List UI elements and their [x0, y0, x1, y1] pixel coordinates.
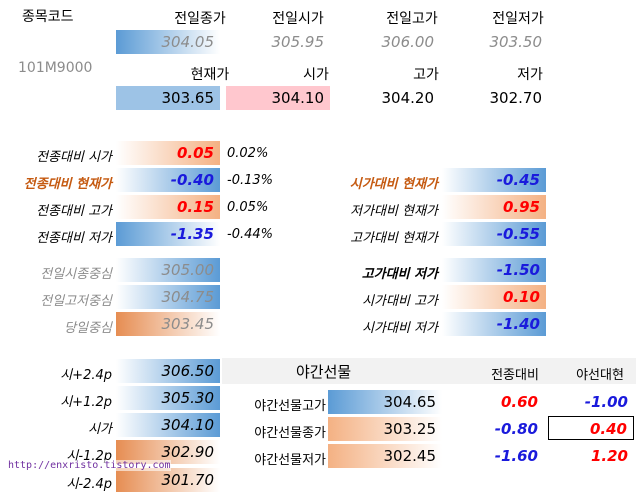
night-diff-low: -1.60	[494, 447, 538, 465]
header-current: 현재가	[190, 67, 230, 83]
cmp-label-open: 전종대비 시가	[36, 150, 112, 165]
center-label-1: 전일고저중심	[40, 294, 112, 309]
code-value: 101M9000	[18, 60, 93, 76]
cmp-value-current: -0.40	[116, 168, 220, 192]
level-label-2: 시가	[88, 422, 112, 437]
level-value-2: 304.10	[116, 413, 220, 437]
night-col-diff: 전종대비	[491, 368, 539, 383]
night-col-diff2: 야선대현	[576, 368, 624, 383]
center-value-1: 304.75	[116, 285, 220, 309]
cmp-right-label-0: 시가대비 현재가	[349, 177, 438, 192]
center-value-0: 305.00	[116, 258, 220, 282]
night-label-high: 야간선물고가	[254, 399, 326, 414]
level-label-0: 시+2.4p	[60, 368, 112, 383]
night-diff2-low: 1.20	[590, 447, 628, 465]
open-value: 304.10	[226, 86, 330, 110]
night-value-close: 303.25	[328, 417, 442, 441]
header-low: 저가	[517, 67, 543, 83]
cmp-right-label-2: 고가대비 현재가	[350, 231, 438, 246]
night-diff-close: -0.80	[494, 420, 538, 438]
cmp-right-value-3: -1.50	[442, 258, 546, 282]
cmp-pct-low: -0.44%	[227, 227, 273, 242]
cmp-label-high: 전종대비 고가	[36, 204, 112, 219]
cmp-right-label-4: 시가대비 고가	[362, 294, 438, 309]
cmp-right-label-1: 저가대비 현재가	[350, 204, 438, 219]
level-value-1: 305.30	[116, 386, 220, 410]
header-open: 시가	[303, 67, 329, 83]
cmp-right-label-5: 시가대비 저가	[362, 321, 438, 336]
cmp-right-value-0: -0.45	[442, 168, 546, 192]
header-prev-low: 전일저가	[492, 11, 544, 27]
prev-low-value: 303.50	[489, 33, 543, 51]
night-label-low: 야간선물저가	[254, 453, 326, 468]
watermark: http://enxristo.tistory.com	[8, 460, 171, 471]
prev-close-value: 304.05	[116, 30, 220, 54]
night-diff-high: 0.60	[500, 393, 538, 411]
level-value-0: 306.50	[116, 359, 220, 383]
prev-high-value: 306.00	[381, 33, 435, 51]
cmp-pct-open: 0.02%	[227, 146, 269, 161]
level-label-1: 시+1.2p	[60, 395, 112, 410]
high-value: 304.20	[381, 89, 435, 107]
level-label-4: 시-2.4p	[66, 477, 112, 492]
center-label-2: 당일중심	[64, 321, 112, 336]
cmp-right-label-3: 고가대비 저가	[361, 267, 438, 282]
night-title: 야간선물	[296, 363, 352, 381]
cmp-right-value-2: -0.55	[442, 222, 546, 246]
cmp-label-current: 전종대비 현재가	[23, 177, 112, 192]
center-label-0: 전일시종중심	[40, 267, 112, 282]
cmp-value-open: 0.05	[116, 141, 220, 165]
cmp-right-value-4: 0.10	[442, 285, 546, 309]
low-value: 302.70	[489, 89, 543, 107]
night-diff2-high: -1.00	[584, 393, 628, 411]
cmp-value-high: 0.15	[116, 195, 220, 219]
cmp-right-value-5: -1.40	[442, 312, 546, 336]
cmp-pct-high: 0.05%	[227, 200, 269, 215]
header-prev-open: 전일시가	[272, 11, 324, 27]
code-label: 종목코드	[22, 9, 74, 25]
center-value-2: 303.45	[116, 312, 220, 336]
night-label-close: 야간선물종가	[254, 426, 326, 441]
current-value: 303.65	[116, 86, 220, 110]
night-band	[222, 358, 636, 384]
header-prev-high: 전일고가	[386, 11, 438, 27]
cmp-value-low: -1.35	[116, 222, 220, 246]
header-high: 고가	[413, 67, 439, 83]
cmp-right-value-1: 0.95	[442, 195, 546, 219]
night-diff2-close: 0.40	[548, 416, 634, 440]
prev-open-value: 305.95	[271, 33, 325, 51]
night-value-low: 302.45	[328, 444, 442, 468]
cmp-pct-current: -0.13%	[227, 173, 273, 188]
header-prev-close: 전일종가	[174, 11, 226, 27]
night-value-high: 304.65	[328, 390, 442, 414]
level-value-4: 301.70	[116, 468, 220, 492]
cmp-label-low: 전종대비 저가	[36, 231, 112, 246]
